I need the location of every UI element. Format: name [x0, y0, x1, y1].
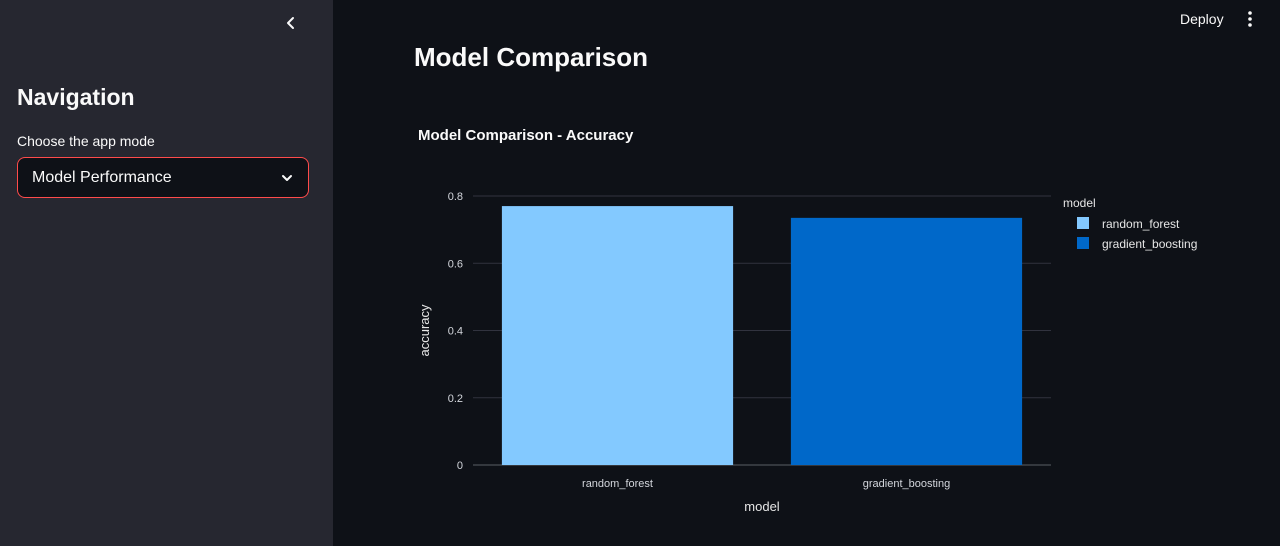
- page-title: Model Comparison: [414, 42, 649, 72]
- x-axis-title: model: [744, 499, 780, 514]
- legend-entry: random_forest: [1102, 217, 1180, 231]
- main-menu-button[interactable]: [1240, 9, 1260, 29]
- y-tick-label: 0.8: [448, 191, 463, 203]
- y-tick-label: 0.4: [448, 326, 463, 338]
- legend-title: model: [1063, 196, 1096, 210]
- x-tick-label: gradient_boosting: [863, 478, 950, 490]
- chevron-left-icon: [287, 17, 294, 29]
- bar-gradient_boosting: [790, 217, 1023, 465]
- sidebar: Navigation Choose the app mode Model Per…: [0, 0, 333, 546]
- legend-swatch: [1077, 217, 1089, 229]
- app-mode-select-value: Model Performance: [32, 168, 172, 186]
- sidebar-title: Navigation: [17, 84, 135, 110]
- app-mode-label: Choose the app mode: [17, 133, 155, 149]
- chevron-down-icon: [282, 175, 292, 181]
- legend-entry: gradient_boosting: [1102, 237, 1197, 251]
- bar-random_forest: [501, 206, 734, 465]
- more-vertical-icon: [1248, 11, 1252, 27]
- collapse-sidebar-button[interactable]: [280, 12, 302, 34]
- y-tick-label: 0.2: [448, 393, 463, 405]
- y-axis-title: accuracy: [417, 304, 432, 357]
- y-tick-label: 0: [457, 460, 463, 472]
- y-tick-label: 0.6: [448, 258, 463, 270]
- deploy-button[interactable]: Deploy: [1180, 11, 1224, 27]
- bar-chart: 0 0.2 0.4 0.6 0.8 random_forest gradient_boost…: [417, 191, 1197, 514]
- app-mode-select[interactable]: Model Performance: [17, 157, 309, 198]
- x-tick-label: random_forest: [582, 478, 653, 490]
- chart-title: Model Comparison - Accuracy: [418, 127, 634, 144]
- legend-swatch: [1077, 237, 1089, 249]
